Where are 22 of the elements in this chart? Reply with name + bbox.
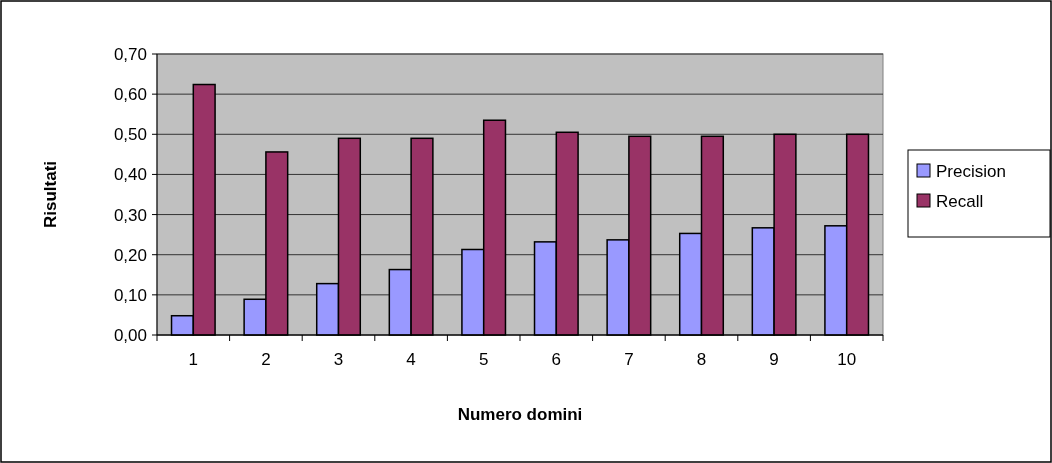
x-tick-label: 10 <box>837 350 857 369</box>
x-tick-label: 9 <box>769 350 779 369</box>
x-tick-label: 8 <box>696 350 707 369</box>
y-tick-label: 0,10 <box>113 285 147 305</box>
legend-label: Recall <box>936 191 984 211</box>
y-tick-label: 0,30 <box>113 205 147 225</box>
x-tick-label: 2 <box>261 350 271 369</box>
x-tick-label: 5 <box>478 350 489 369</box>
x-axis-title: Numero domini <box>457 405 583 424</box>
y-tick-label: 0,50 <box>113 125 147 145</box>
x-tick-label: 7 <box>624 350 634 369</box>
y-tick-label: 0,00 <box>113 325 147 345</box>
y-tick-label: 0,60 <box>113 85 147 105</box>
x-tick-label: 4 <box>406 350 416 369</box>
x-tick-label: 1 <box>188 350 199 369</box>
y-tick-label: 0,40 <box>113 165 147 185</box>
y-tick-label: 0,20 <box>113 245 147 265</box>
y-axis-title: Risultati <box>41 160 60 229</box>
x-tick-label: 6 <box>551 350 562 369</box>
legend-label: Precision <box>936 161 1006 181</box>
y-tick-label: 0,70 <box>113 44 147 64</box>
x-tick-label: 3 <box>333 350 344 369</box>
